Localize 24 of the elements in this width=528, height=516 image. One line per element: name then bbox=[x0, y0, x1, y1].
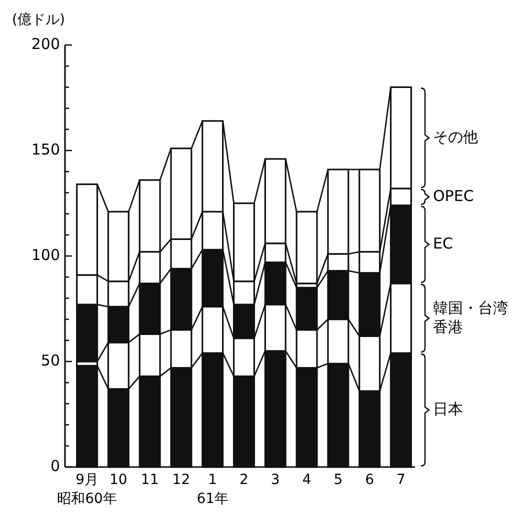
text: 61年 bbox=[196, 491, 229, 507]
text: 昭和60年 bbox=[57, 491, 117, 507]
series-label: 日本 bbox=[433, 400, 463, 418]
x-tick-label: 3 bbox=[270, 472, 280, 488]
x-tick-label: 11 bbox=[140, 472, 159, 488]
x-tick-label: 1 bbox=[208, 472, 218, 488]
x-tick-label: 9月 bbox=[76, 472, 99, 488]
y-tick-label: 150 bbox=[31, 140, 60, 159]
y-axis-title: (億ドル) bbox=[12, 12, 65, 28]
legend-label: OPEC bbox=[433, 187, 474, 206]
y-tick-label: 100 bbox=[31, 246, 60, 264]
y-tick-label: 200 bbox=[31, 35, 60, 54]
y-tick-label: 50 bbox=[40, 352, 60, 370]
x-tick-label: 2 bbox=[240, 472, 248, 488]
x-tick-label: 4 bbox=[302, 472, 312, 488]
series-label: 韓国・台湾香港 bbox=[433, 299, 508, 336]
x-tick-label: 7 bbox=[396, 472, 406, 488]
y-tick-label: 0 bbox=[50, 457, 60, 476]
x-tick-label: 5 bbox=[334, 472, 343, 488]
x-tick-label: 10 bbox=[110, 472, 128, 488]
x-tick-label: 12 bbox=[172, 472, 190, 488]
series-label: その他 bbox=[433, 128, 478, 146]
series-label: EC bbox=[433, 234, 453, 253]
x-tick-label: 6 bbox=[365, 472, 374, 488]
